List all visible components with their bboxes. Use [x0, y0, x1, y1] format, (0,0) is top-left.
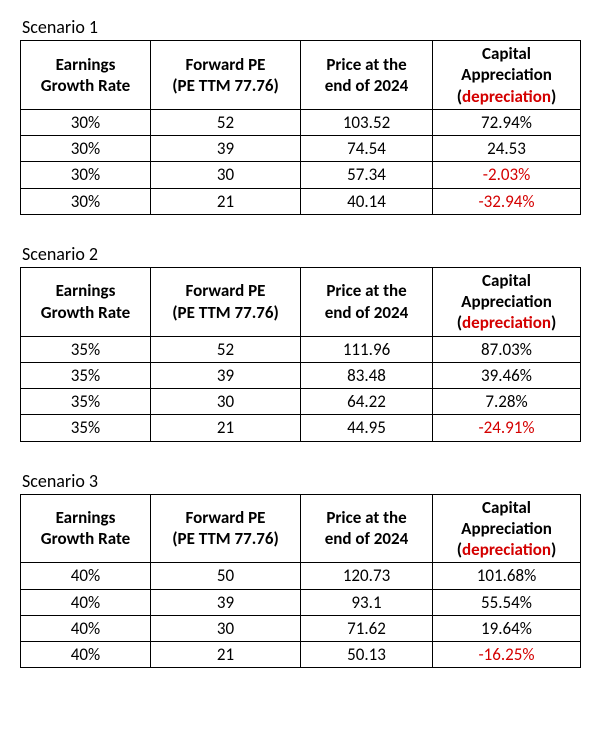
col-header-forward-pe: Forward PE (PE TTM 77.76)	[151, 267, 301, 336]
cell-price: 57.34	[301, 162, 433, 188]
table-row: 40% 50 120.73 101.68%	[21, 563, 581, 589]
cell-growth: 30%	[21, 188, 151, 214]
cell-capital: 101.68%	[433, 563, 581, 589]
col-header-growth: Earnings Growth Rate	[21, 41, 151, 110]
scenario-table: Earnings Growth Rate Forward PE (PE TTM …	[20, 267, 581, 442]
cell-growth: 35%	[21, 336, 151, 362]
cell-growth: 40%	[21, 615, 151, 641]
col-header-forward-pe: Forward PE (PE TTM 77.76)	[151, 41, 301, 110]
cell-growth: 35%	[21, 362, 151, 388]
cell-price: 93.1	[301, 589, 433, 615]
cell-capital: 72.94%	[433, 109, 581, 135]
cell-growth: 35%	[21, 389, 151, 415]
scenario-title: Scenario 1	[22, 16, 582, 38]
table-row: 30% 39 74.54 24.53	[21, 136, 581, 162]
cell-capital: 7.28%	[433, 389, 581, 415]
scenarios-container: Scenario 1 Earnings Growth Rate Forward …	[20, 16, 582, 668]
col-header-capital: Capital Appreciation (depreciation)	[433, 41, 581, 110]
cell-price: 44.95	[301, 415, 433, 441]
col-header-forward-pe: Forward PE (PE TTM 77.76)	[151, 494, 301, 563]
scenario-block: Scenario 1 Earnings Growth Rate Forward …	[20, 16, 582, 215]
cell-capital: -2.03%	[433, 162, 581, 188]
cell-forward-pe: 30	[151, 615, 301, 641]
table-row: 30% 21 40.14 -32.94%	[21, 188, 581, 214]
col-header-capital: Capital Appreciation (depreciation)	[433, 494, 581, 563]
cell-growth: 40%	[21, 563, 151, 589]
cell-forward-pe: 52	[151, 336, 301, 362]
cell-price: 74.54	[301, 136, 433, 162]
cell-capital: 55.54%	[433, 589, 581, 615]
table-row: 30% 52 103.52 72.94%	[21, 109, 581, 135]
cell-capital: 39.46%	[433, 362, 581, 388]
cell-forward-pe: 21	[151, 188, 301, 214]
scenario-block: Scenario 3 Earnings Growth Rate Forward …	[20, 470, 582, 669]
cell-growth: 30%	[21, 136, 151, 162]
cell-price: 71.62	[301, 615, 433, 641]
cell-price: 103.52	[301, 109, 433, 135]
scenario-table: Earnings Growth Rate Forward PE (PE TTM …	[20, 40, 581, 215]
scenario-title: Scenario 3	[22, 470, 582, 492]
table-row: 40% 39 93.1 55.54%	[21, 589, 581, 615]
scenario-title: Scenario 2	[22, 243, 582, 265]
cell-forward-pe: 52	[151, 109, 301, 135]
cell-growth: 40%	[21, 642, 151, 668]
cell-price: 83.48	[301, 362, 433, 388]
cell-forward-pe: 39	[151, 589, 301, 615]
cell-forward-pe: 39	[151, 362, 301, 388]
table-row: 35% 21 44.95 -24.91%	[21, 415, 581, 441]
table-row: 35% 30 64.22 7.28%	[21, 389, 581, 415]
table-row: 40% 21 50.13 -16.25%	[21, 642, 581, 668]
cell-price: 40.14	[301, 188, 433, 214]
cell-capital: 87.03%	[433, 336, 581, 362]
cell-forward-pe: 30	[151, 162, 301, 188]
cell-capital: -32.94%	[433, 188, 581, 214]
cell-price: 64.22	[301, 389, 433, 415]
scenario-table: Earnings Growth Rate Forward PE (PE TTM …	[20, 494, 581, 669]
cell-forward-pe: 39	[151, 136, 301, 162]
depreciation-word: depreciation	[462, 86, 551, 107]
col-header-growth: Earnings Growth Rate	[21, 494, 151, 563]
cell-growth: 35%	[21, 415, 151, 441]
depreciation-word: depreciation	[462, 539, 551, 560]
table-row: 40% 30 71.62 19.64%	[21, 615, 581, 641]
cell-forward-pe: 50	[151, 563, 301, 589]
cell-growth: 30%	[21, 162, 151, 188]
col-header-growth: Earnings Growth Rate	[21, 267, 151, 336]
scenario-block: Scenario 2 Earnings Growth Rate Forward …	[20, 243, 582, 442]
cell-capital: 19.64%	[433, 615, 581, 641]
cell-capital: 24.53	[433, 136, 581, 162]
cell-forward-pe: 21	[151, 415, 301, 441]
table-row: 35% 39 83.48 39.46%	[21, 362, 581, 388]
cell-price: 111.96	[301, 336, 433, 362]
cell-growth: 40%	[21, 589, 151, 615]
col-header-price: Price at the end of 2024	[301, 41, 433, 110]
table-row: 35% 52 111.96 87.03%	[21, 336, 581, 362]
cell-capital: -24.91%	[433, 415, 581, 441]
cell-growth: 30%	[21, 109, 151, 135]
cell-forward-pe: 30	[151, 389, 301, 415]
cell-capital: -16.25%	[433, 642, 581, 668]
col-header-price: Price at the end of 2024	[301, 267, 433, 336]
col-header-capital: Capital Appreciation (depreciation)	[433, 267, 581, 336]
cell-price: 120.73	[301, 563, 433, 589]
cell-price: 50.13	[301, 642, 433, 668]
col-header-price: Price at the end of 2024	[301, 494, 433, 563]
depreciation-word: depreciation	[462, 312, 551, 333]
table-row: 30% 30 57.34 -2.03%	[21, 162, 581, 188]
cell-forward-pe: 21	[151, 642, 301, 668]
